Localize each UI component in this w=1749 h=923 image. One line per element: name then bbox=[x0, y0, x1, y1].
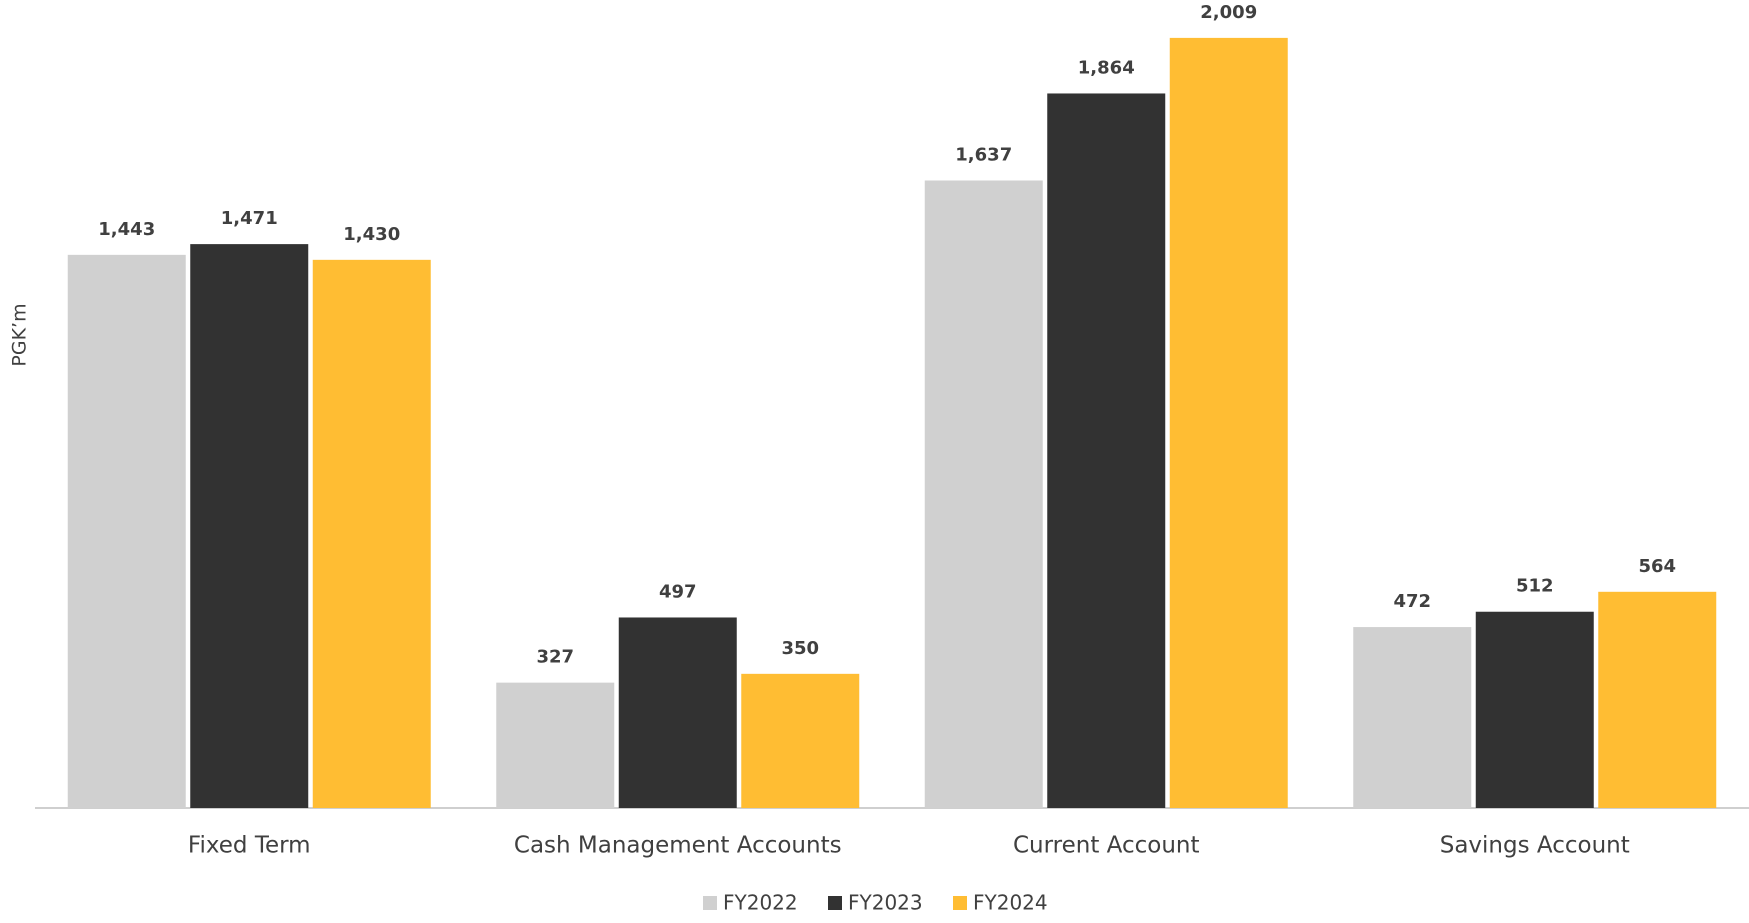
x-tick-label: Fixed Term bbox=[188, 833, 311, 859]
data-label: 1,430 bbox=[343, 224, 400, 245]
bar bbox=[190, 244, 309, 808]
x-tick-label: Savings Account bbox=[1440, 833, 1630, 859]
bar bbox=[1598, 591, 1717, 808]
data-label: 1,471 bbox=[221, 208, 278, 229]
data-label: 1,864 bbox=[1078, 57, 1135, 78]
bar bbox=[67, 254, 186, 809]
legend-label: FY2024 bbox=[973, 891, 1048, 915]
bar bbox=[1047, 93, 1166, 808]
x-tick-label: Cash Management Accounts bbox=[514, 833, 842, 859]
data-label: 497 bbox=[659, 581, 697, 602]
data-label: 512 bbox=[1516, 576, 1554, 597]
bar bbox=[924, 180, 1043, 808]
bar bbox=[312, 259, 431, 808]
legend-swatch bbox=[703, 896, 717, 910]
data-label: 1,637 bbox=[955, 144, 1012, 165]
bar bbox=[1169, 37, 1288, 808]
data-label: 2,009 bbox=[1200, 2, 1257, 23]
bar bbox=[496, 682, 615, 808]
legend-label: FY2023 bbox=[848, 891, 923, 915]
bar bbox=[741, 673, 860, 808]
data-label: 350 bbox=[781, 638, 819, 659]
legend-label: FY2022 bbox=[723, 891, 798, 915]
y-axis-label: PGK’m bbox=[9, 303, 31, 366]
data-label: 472 bbox=[1393, 591, 1431, 612]
data-label: 327 bbox=[536, 647, 574, 668]
bar bbox=[1353, 627, 1472, 808]
legend-swatch bbox=[828, 896, 842, 910]
x-tick-label: Current Account bbox=[1013, 833, 1200, 859]
bar bbox=[618, 617, 737, 808]
data-label: 1,443 bbox=[98, 219, 155, 240]
data-label: 564 bbox=[1638, 556, 1676, 577]
legend-swatch bbox=[953, 896, 967, 910]
bar bbox=[1475, 611, 1594, 808]
